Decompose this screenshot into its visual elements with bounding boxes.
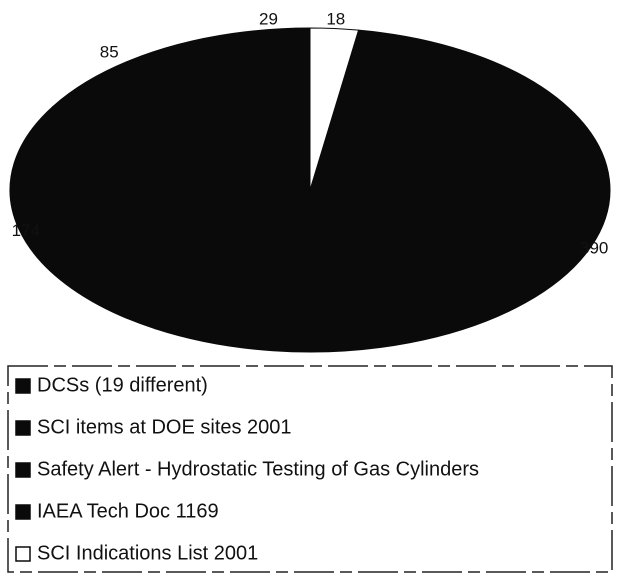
data-label: 85 xyxy=(100,42,119,61)
legend-box xyxy=(7,365,613,573)
data-label: 390 xyxy=(580,239,608,258)
legend-swatch xyxy=(15,546,31,562)
legend-label: SCI items at DOE sites 2001 xyxy=(37,416,292,438)
legend-swatch xyxy=(15,420,31,436)
pie-slice xyxy=(154,29,611,353)
legend-swatch xyxy=(15,378,31,394)
data-label: 174 xyxy=(12,221,40,240)
legend-swatch xyxy=(15,462,31,478)
data-label: 29 xyxy=(259,9,278,28)
legend-label: IAEA Tech Doc 1169 xyxy=(37,500,219,522)
legend-label: Safety Alert - Hydrostatic Testing of Ga… xyxy=(37,458,479,480)
legend-swatch xyxy=(15,504,31,520)
pie-slice xyxy=(309,27,360,191)
legend-label: DCSs (19 different) xyxy=(37,374,208,396)
pie-slice xyxy=(51,32,311,191)
legend-label: SCI Indications List 2001 xyxy=(37,542,258,564)
data-label: 18 xyxy=(326,9,345,28)
pie-slice xyxy=(9,105,311,330)
